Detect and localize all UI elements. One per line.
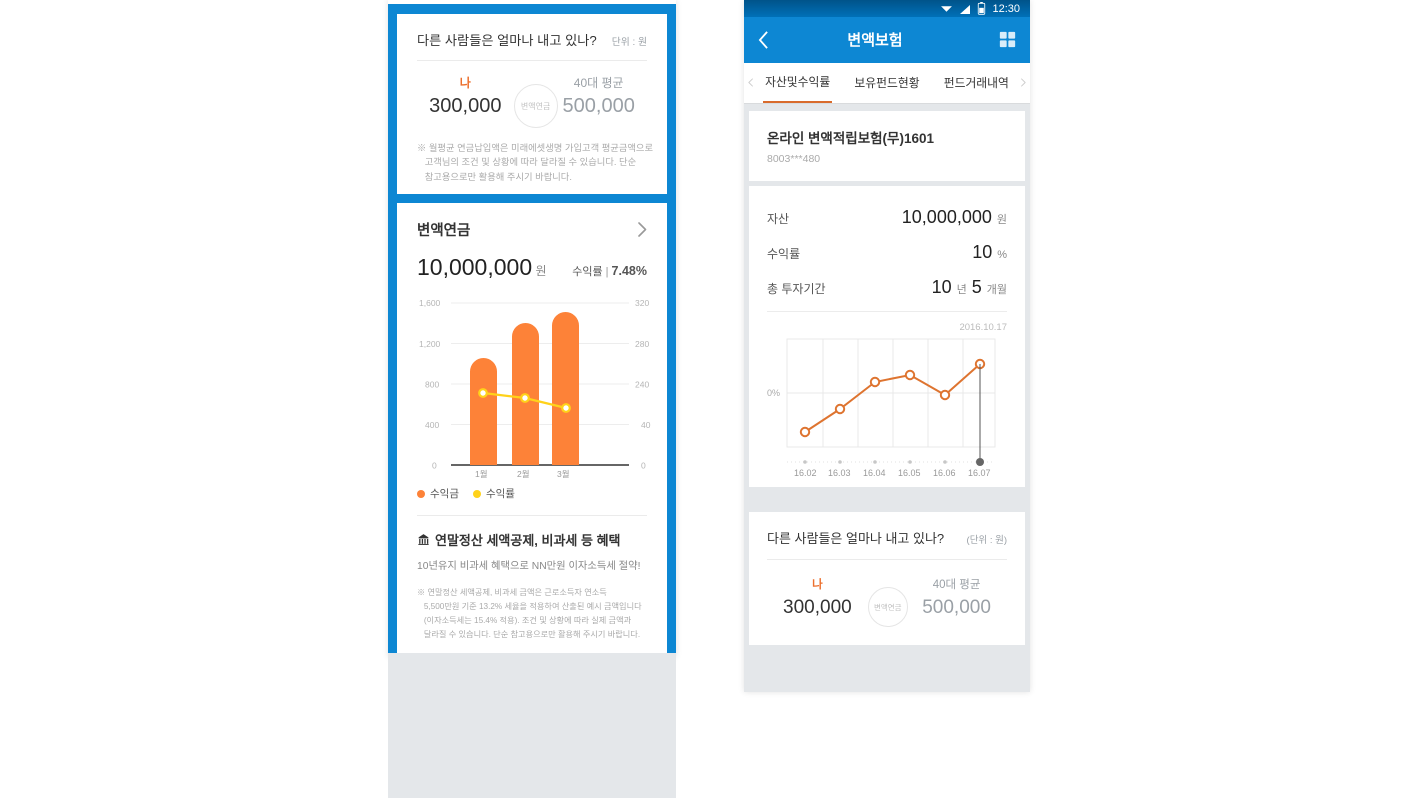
svg-text:800: 800 <box>425 380 439 390</box>
svg-text:16.04: 16.04 <box>863 468 886 477</box>
svg-text:400: 400 <box>425 420 439 430</box>
svg-text:3월: 3월 <box>557 469 570 479</box>
svg-text:1,600: 1,600 <box>419 298 441 308</box>
svg-text:1월: 1월 <box>475 469 488 479</box>
svg-text:40: 40 <box>641 420 651 430</box>
svg-text:280: 280 <box>635 339 649 349</box>
svg-text:16.02: 16.02 <box>794 468 817 477</box>
svg-text:16.06: 16.06 <box>933 468 956 477</box>
svg-text:0: 0 <box>641 461 646 471</box>
svg-text:320: 320 <box>635 298 649 308</box>
svg-text:0%: 0% <box>767 388 780 398</box>
svg-text:0: 0 <box>432 461 437 471</box>
svg-text:1,200: 1,200 <box>419 339 441 349</box>
svg-text:16.07: 16.07 <box>968 468 991 477</box>
svg-text:240: 240 <box>635 380 649 390</box>
svg-text:2월: 2월 <box>517 469 530 479</box>
svg-text:16.05: 16.05 <box>898 468 921 477</box>
svg-text:16.03: 16.03 <box>828 468 851 477</box>
